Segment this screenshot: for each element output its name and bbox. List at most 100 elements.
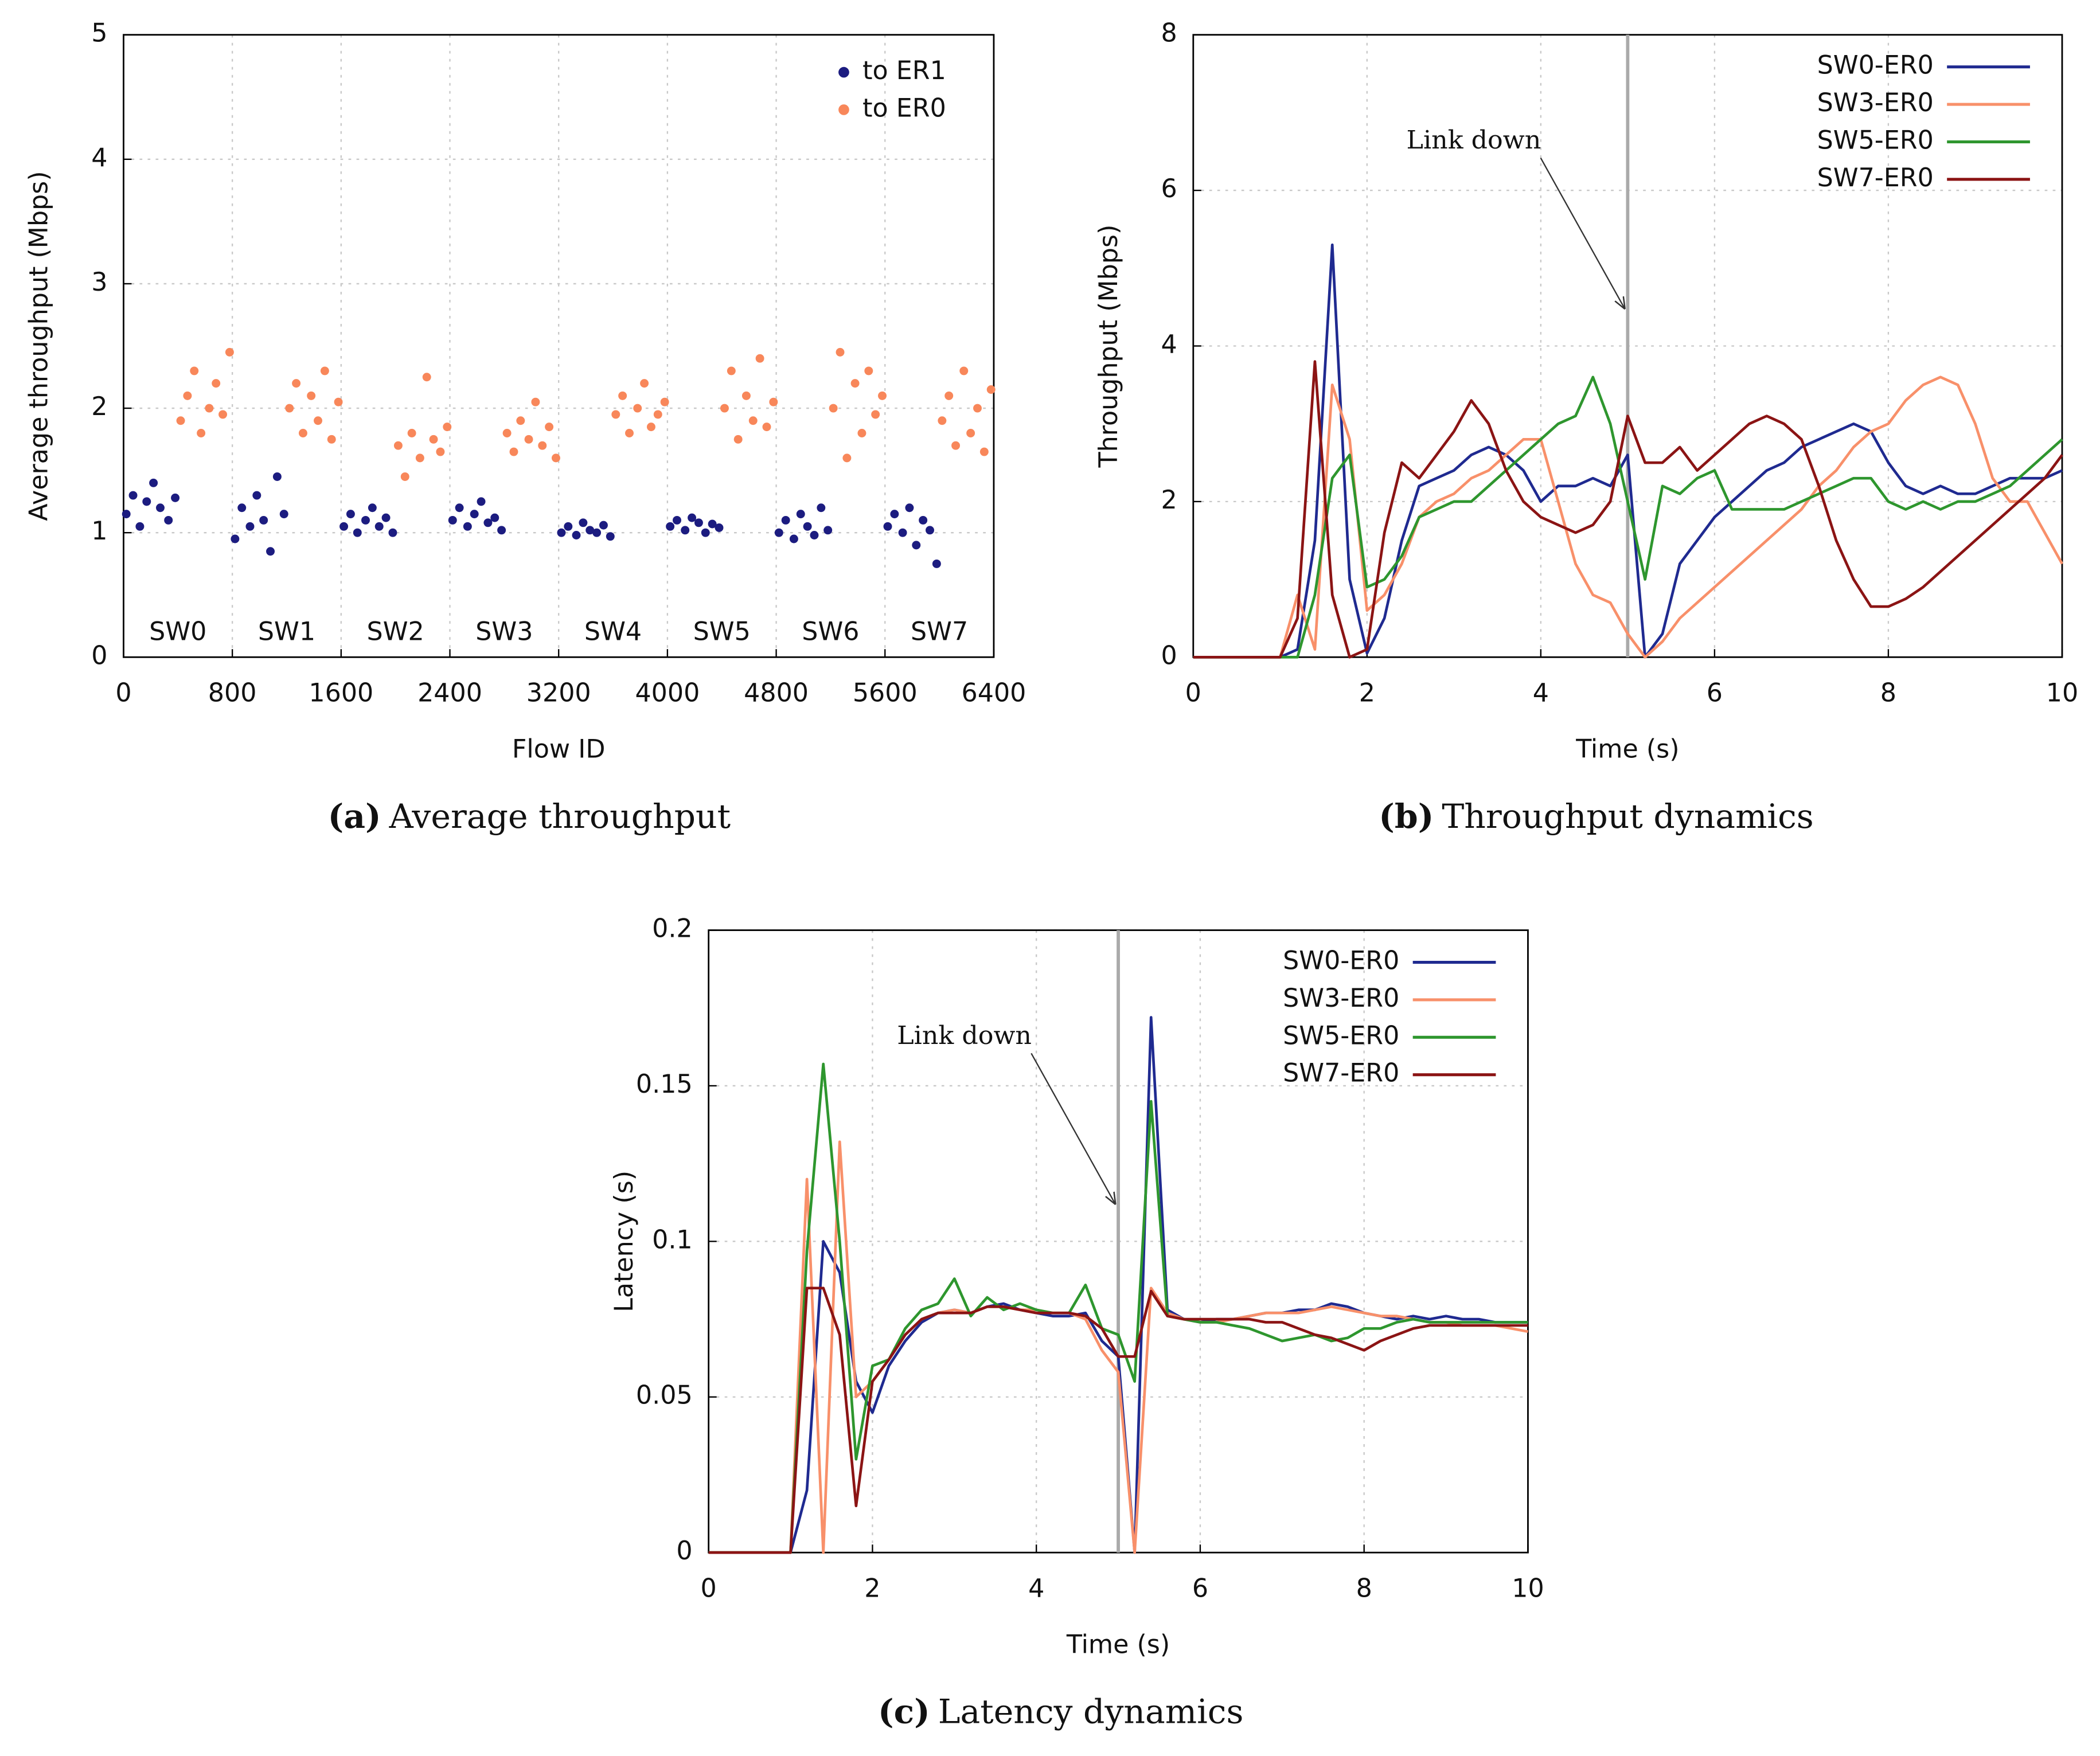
point	[292, 379, 301, 388]
annotation: SW4	[584, 617, 642, 646]
point	[531, 397, 540, 406]
point	[727, 366, 736, 376]
x-tick-label: 0	[115, 679, 131, 708]
point	[298, 429, 307, 437]
annotation-arrow	[1540, 157, 1625, 309]
x-tick-label: 1600	[309, 679, 373, 708]
point	[149, 478, 158, 487]
point	[183, 391, 192, 400]
point	[979, 447, 989, 456]
series-line	[708, 1140, 1528, 1554]
point	[781, 515, 790, 525]
point	[694, 518, 703, 527]
caption-text: Throughput dynamics	[1442, 797, 1813, 836]
x-tick-label: 4	[1028, 1574, 1044, 1604]
point	[938, 416, 947, 425]
x-tick-label: 5600	[853, 679, 918, 708]
point	[415, 453, 424, 463]
y-tick-label: 5	[91, 19, 107, 48]
point	[463, 522, 472, 531]
x-tick-label: 0	[1185, 679, 1201, 708]
point	[368, 503, 377, 513]
point	[285, 404, 294, 413]
y-tick-label: 3	[91, 268, 107, 297]
point	[429, 435, 438, 444]
point	[128, 491, 138, 500]
point	[448, 515, 457, 525]
point	[279, 510, 288, 519]
point	[374, 522, 384, 531]
point	[810, 531, 819, 539]
y-tick-label: 4	[91, 143, 107, 173]
point	[334, 397, 343, 406]
annotation: SW1	[258, 617, 315, 646]
point	[381, 513, 391, 522]
point	[237, 503, 247, 513]
point	[883, 522, 892, 531]
point	[122, 510, 131, 519]
x-tick-label: 8	[1356, 1574, 1372, 1604]
point	[857, 429, 866, 437]
point	[733, 435, 743, 444]
point	[502, 429, 512, 437]
legend-label: SW7-ER0	[1283, 1059, 1399, 1088]
x-tick-label: 2400	[417, 679, 482, 708]
point	[252, 491, 261, 500]
point	[715, 523, 724, 532]
y-tick-label: 0	[91, 641, 107, 670]
point	[572, 531, 581, 539]
point	[346, 510, 355, 519]
caption: (b) Throughput dynamics	[1379, 796, 1813, 836]
point	[339, 522, 349, 531]
y-tick-label: 2	[91, 392, 107, 421]
legend-marker	[838, 67, 849, 78]
y-tick-label: 2	[1161, 486, 1177, 515]
point	[803, 522, 812, 531]
point	[497, 526, 506, 535]
plot-frame	[123, 34, 995, 658]
y-axis-label: Average throughput (Mbps)	[25, 171, 54, 521]
x-tick-label: 6	[1707, 679, 1723, 708]
y-tick-label: 0.05	[636, 1381, 693, 1410]
point	[836, 347, 845, 357]
x-tick-label: 0	[701, 1574, 717, 1604]
point	[538, 441, 547, 450]
point	[135, 522, 145, 531]
point	[443, 423, 452, 432]
series-line	[1193, 376, 2063, 659]
legend-label: SW5-ER0	[1817, 126, 1934, 155]
x-tick-label: 4	[1533, 679, 1549, 708]
point	[245, 522, 255, 531]
point	[490, 513, 499, 522]
point	[912, 541, 921, 550]
point	[205, 404, 214, 413]
point	[231, 534, 240, 543]
point	[944, 391, 954, 400]
point	[701, 528, 710, 537]
point	[400, 472, 409, 481]
point	[864, 366, 873, 376]
point	[890, 510, 899, 519]
point	[190, 366, 199, 376]
point	[361, 515, 370, 525]
y-tick-label: 0	[1161, 641, 1177, 670]
point	[564, 522, 573, 531]
y-tick-label: 8	[1161, 19, 1177, 48]
point	[197, 429, 206, 437]
point	[932, 559, 941, 568]
point	[762, 423, 771, 432]
legend-label: to ER0	[862, 93, 946, 123]
point	[966, 429, 975, 437]
point	[625, 429, 634, 437]
point	[422, 373, 431, 382]
point	[353, 528, 362, 537]
point	[509, 447, 518, 456]
y-tick-label: 6	[1161, 174, 1177, 204]
point	[708, 519, 717, 529]
point	[660, 397, 669, 406]
caption-label: (c)	[878, 1692, 930, 1731]
point	[483, 518, 493, 527]
point	[545, 423, 554, 432]
x-axis-label: Time (s)	[1066, 1630, 1170, 1660]
caption: (a) Average throughput	[328, 796, 731, 836]
